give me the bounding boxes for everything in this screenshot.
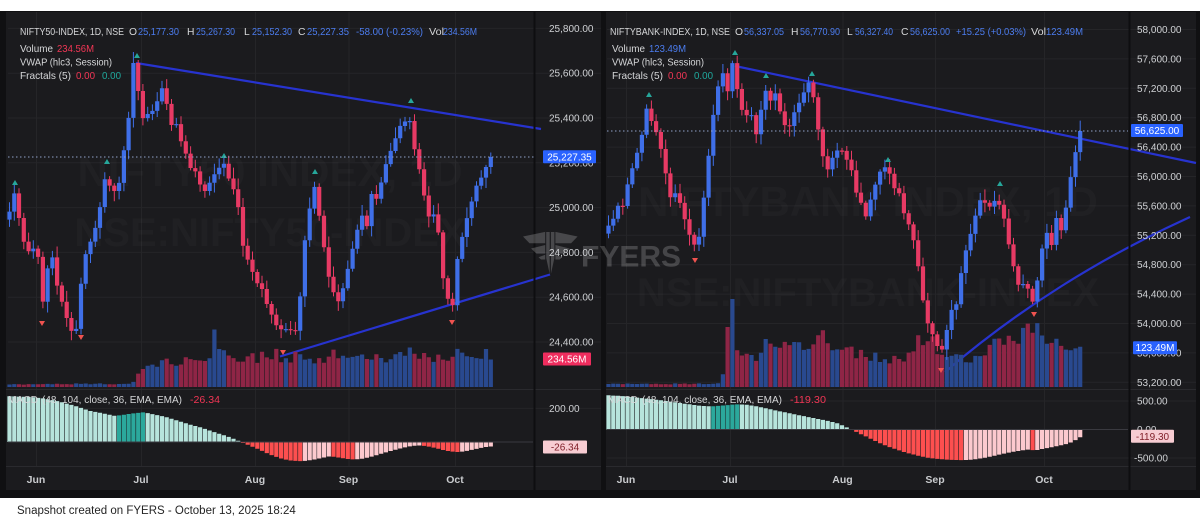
svg-text:(48, 104, close, 36, EMA, EMA): (48, 104, close, 36, EMA, EMA) <box>42 395 182 406</box>
svg-text:123.49M: 123.49M <box>1136 343 1175 354</box>
svg-text:C: C <box>298 27 306 38</box>
svg-text:24,400.00: 24,400.00 <box>549 338 594 349</box>
svg-text:Oct: Oct <box>446 474 464 486</box>
svg-text:0.00: 0.00 <box>694 71 713 82</box>
svg-text:57,600.00: 57,600.00 <box>1137 54 1182 65</box>
svg-text:25,400.00: 25,400.00 <box>549 114 594 125</box>
svg-text:55,200.00: 55,200.00 <box>1137 231 1182 242</box>
svg-text:Sep: Sep <box>339 474 358 486</box>
svg-text:Snapshot created on FYERS - Oc: Snapshot created on FYERS - October 13, … <box>17 505 296 517</box>
svg-text:-26.34: -26.34 <box>190 395 220 406</box>
svg-text:56,327.40: 56,327.40 <box>855 27 893 38</box>
svg-text:L: L <box>244 27 250 38</box>
svg-text:0.00: 0.00 <box>102 71 121 82</box>
svg-text:Aug: Aug <box>832 474 852 486</box>
svg-text:234.56M: 234.56M <box>443 27 477 38</box>
svg-text:(48, 104, close, 36, EMA, EMA): (48, 104, close, 36, EMA, EMA) <box>642 395 782 406</box>
svg-text:NSE:NIFTY50-INDEX: NSE:NIFTY50-INDEX <box>74 211 465 255</box>
svg-text:Jun: Jun <box>27 474 46 486</box>
svg-text:NIFTY50-INDEX, 1D, NSE: NIFTY50-INDEX, 1D, NSE <box>20 27 124 38</box>
svg-text:Vol: Vol <box>429 27 444 38</box>
svg-text:Jul: Jul <box>722 474 737 486</box>
svg-text:Fractals (5): Fractals (5) <box>612 71 663 82</box>
svg-text:O: O <box>735 27 743 38</box>
svg-text:56,770.90: 56,770.90 <box>800 27 840 38</box>
svg-text:500.00: 500.00 <box>1137 397 1168 408</box>
svg-text:-58.00 (-0.23%): -58.00 (-0.23%) <box>356 27 423 38</box>
svg-text:NIFTY50 INDEX, 1D: NIFTY50 INDEX, 1D <box>77 148 462 195</box>
svg-text:-119.30: -119.30 <box>790 395 826 406</box>
svg-text:54,800.00: 54,800.00 <box>1137 260 1182 271</box>
svg-text:25,267.30: 25,267.30 <box>196 27 235 38</box>
svg-text:Aug: Aug <box>245 474 265 486</box>
svg-text:25,227.35: 25,227.35 <box>307 27 349 38</box>
svg-text:56,337.05: 56,337.05 <box>744 27 784 38</box>
svg-text:56,400.00: 56,400.00 <box>1137 143 1182 154</box>
svg-text:NIFTYBANK-INDEX, 1D, NSE: NIFTYBANK-INDEX, 1D, NSE <box>610 27 730 38</box>
svg-text:24,800.00: 24,800.00 <box>549 248 594 259</box>
svg-text:VWAP (hlc3, Session): VWAP (hlc3, Session) <box>612 58 704 69</box>
svg-text:54,000.00: 54,000.00 <box>1137 319 1182 330</box>
svg-text:-119.30: -119.30 <box>1136 432 1170 443</box>
svg-text:25,600.00: 25,600.00 <box>549 69 594 80</box>
svg-text:56,000.00: 56,000.00 <box>1137 172 1182 183</box>
svg-text:123.49M: 123.49M <box>649 44 686 55</box>
svg-text:Volume: Volume <box>20 44 53 55</box>
svg-text:25,000.00: 25,000.00 <box>549 203 594 214</box>
svg-text:-26.34: -26.34 <box>551 443 580 454</box>
svg-text:123.49M: 123.49M <box>1046 27 1083 38</box>
svg-text:56,625.00: 56,625.00 <box>1135 126 1180 137</box>
svg-text:H: H <box>187 27 194 38</box>
svg-text:25,227.35: 25,227.35 <box>547 152 592 163</box>
svg-text:200.00: 200.00 <box>549 404 580 415</box>
svg-text:MACD: MACD <box>8 395 38 406</box>
svg-text:Volume: Volume <box>612 44 645 55</box>
svg-text:Vol: Vol <box>1031 27 1046 38</box>
svg-text:234.56M: 234.56M <box>57 44 94 55</box>
svg-text:0.00: 0.00 <box>76 71 95 82</box>
svg-text:NSE:NIFTYBANK-INDEX: NSE:NIFTYBANK-INDEX <box>637 271 1100 315</box>
svg-text:56,625.00: 56,625.00 <box>910 27 950 38</box>
svg-text:Fractals (5): Fractals (5) <box>20 71 71 82</box>
svg-text:H: H <box>791 27 798 38</box>
svg-text:O: O <box>129 27 137 38</box>
svg-text:-500.00: -500.00 <box>1134 454 1168 465</box>
svg-text:FYERS: FYERS <box>581 241 681 274</box>
svg-text:MACD: MACD <box>608 395 638 406</box>
svg-text:234.56M: 234.56M <box>548 355 587 366</box>
svg-text:58,000.00: 58,000.00 <box>1137 25 1182 36</box>
svg-text:25,152.30: 25,152.30 <box>252 27 292 38</box>
svg-text:+15.25 (+0.03%): +15.25 (+0.03%) <box>956 27 1026 38</box>
svg-text:L: L <box>847 27 853 38</box>
svg-text:Jun: Jun <box>617 474 636 486</box>
svg-text:VWAP (hlc3, Session): VWAP (hlc3, Session) <box>20 58 112 69</box>
svg-text:25,200.00: 25,200.00 <box>549 158 594 169</box>
svg-text:57,200.00: 57,200.00 <box>1137 84 1182 95</box>
svg-text:Jul: Jul <box>133 474 148 486</box>
svg-text:53,200.00: 53,200.00 <box>1137 378 1182 389</box>
svg-text:25,800.00: 25,800.00 <box>549 24 594 35</box>
svg-text:55,600.00: 55,600.00 <box>1137 201 1182 212</box>
svg-text:0.00: 0.00 <box>668 71 687 82</box>
svg-text:56,800.00: 56,800.00 <box>1137 113 1182 124</box>
svg-text:Oct: Oct <box>1035 474 1053 486</box>
svg-text:C: C <box>901 27 909 38</box>
svg-text:25,177.30: 25,177.30 <box>138 27 179 38</box>
svg-text:54,400.00: 54,400.00 <box>1137 290 1182 301</box>
svg-text:24,600.00: 24,600.00 <box>549 293 594 304</box>
svg-text:Sep: Sep <box>925 474 944 486</box>
